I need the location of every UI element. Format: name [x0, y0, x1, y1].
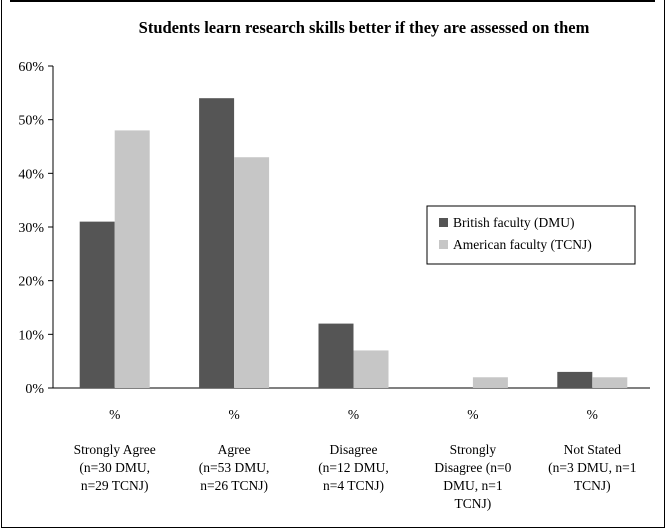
- category-label: (n=12 DMU,: [318, 460, 389, 475]
- unit-row-label: %: [228, 407, 239, 422]
- bar-dmu: [79, 221, 115, 388]
- category-label: (n=3 DMU, n=1: [548, 460, 636, 475]
- bar-dmu: [557, 371, 593, 388]
- legend-swatch: [439, 218, 448, 227]
- bar-dmu: [318, 323, 354, 388]
- legend-label: American faculty (TCNJ): [453, 237, 592, 252]
- unit-row-label: %: [109, 407, 120, 422]
- y-tick-label: 30%: [18, 221, 44, 236]
- y-tick-label: 60%: [18, 60, 44, 75]
- legend-label: British faculty (DMU): [453, 215, 574, 230]
- legend-swatch: [439, 240, 448, 249]
- category-label: Strongly Agree: [74, 442, 156, 457]
- y-tick-label: 0%: [25, 382, 44, 397]
- category-label: Disagree (n=0: [434, 460, 511, 475]
- y-tick-label: 40%: [18, 167, 44, 182]
- category-label: Disagree: [330, 442, 378, 457]
- bar-tcnj: [592, 377, 628, 388]
- unit-row-label: %: [467, 407, 478, 422]
- legend-box: [426, 205, 636, 265]
- category-label: Agree: [218, 442, 251, 457]
- unit-row-label: %: [587, 407, 598, 422]
- category-label: Strongly: [450, 442, 497, 457]
- category-label: (n=30 DMU,: [79, 460, 150, 475]
- bar-tcnj: [353, 350, 389, 388]
- y-tick-label: 10%: [18, 328, 44, 343]
- category-label: TCNJ): [455, 496, 492, 511]
- bar-tcnj: [472, 377, 508, 388]
- bar-tcnj: [114, 130, 150, 388]
- cropped-previous-heading: [10, 0, 655, 3]
- x-axis-labels: % Strongly Agree (n=30 DMU, n=29 TCNJ)% Agre…: [74, 407, 637, 511]
- category-label: Not Stated: [564, 442, 622, 457]
- category-label: TCNJ): [574, 478, 611, 493]
- bar-tcnj: [234, 157, 270, 388]
- category-label: n=26 TCNJ): [200, 478, 268, 493]
- category-label: DMU, n=1: [443, 478, 502, 493]
- y-axis: 0% 10% 20% 30% 40% 50% 60%: [18, 60, 650, 397]
- chart-title: Students learn research skills better if…: [139, 18, 590, 37]
- bars-group: [79, 98, 628, 388]
- bar-dmu: [199, 98, 235, 388]
- legend: British faculty (DMU) American faculty (T…: [426, 205, 636, 265]
- category-label: n=29 TCNJ): [81, 478, 149, 493]
- unit-row-label: %: [348, 407, 359, 422]
- category-label: (n=53 DMU,: [199, 460, 270, 475]
- category-label: n=4 TCNJ): [323, 478, 384, 493]
- y-tick-label: 20%: [18, 275, 44, 290]
- y-tick-label: 50%: [18, 114, 44, 129]
